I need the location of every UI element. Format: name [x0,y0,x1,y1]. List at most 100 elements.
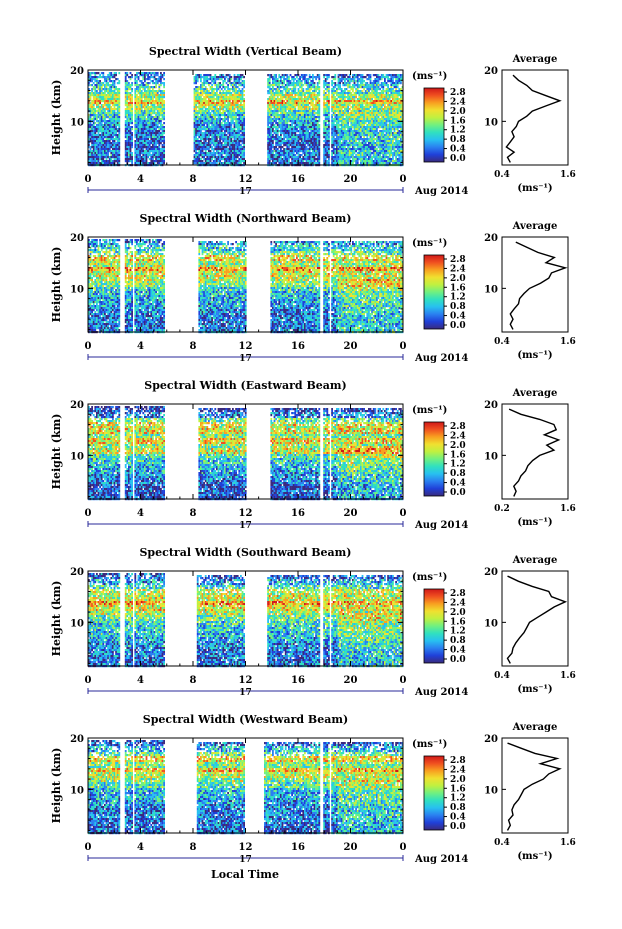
heatmap [88,239,403,333]
x-tick-label: 0 [400,174,407,185]
x-tick-label: 12 [239,174,253,185]
profile-x-tick-label: 0.4 [494,337,510,347]
x-tick-label: 16 [291,174,305,185]
y-axis-label: Height (km) [50,581,63,657]
day-label: 17 [239,688,252,698]
x-tick-label: 0 [400,842,407,853]
figure-canvas: Spectral Width (Vertical Beam) Height (km… [0,0,622,929]
colorbar [424,255,444,329]
x-tick-label: 8 [190,341,197,352]
profile-frame [502,738,568,833]
panel-3: Spectral Width (Eastward Beam)Height (km… [50,379,576,531]
profile-y-tick-label: 10 [484,451,498,462]
profile-title: Average [512,54,558,65]
colorbar [424,422,444,496]
date-label: Aug 2014 [414,186,468,197]
x-tick-label: 8 [190,174,197,185]
x-tick-label: 4 [137,341,144,352]
date-label: Aug 2014 [414,687,468,698]
x-tick-label: 4 [137,842,144,853]
profile-y-tick-label: 20 [484,567,498,578]
y-tick-label: 10 [70,284,84,295]
x-tick-label: 8 [190,675,197,686]
x-tick-label: 0 [400,508,407,519]
profile-y-tick-label: 20 [484,66,498,77]
day-label: 17 [239,187,252,197]
colorbar-tick-label: 0.0 [450,822,466,832]
x-tick-label: 0 [85,174,92,185]
x-tick-label: 12 [239,842,253,853]
profile-x-tick-label: 1.6 [560,671,576,681]
profile-title: Average [512,221,558,232]
profile-line [508,576,566,663]
y-tick-label: 10 [70,785,84,796]
y-tick-label: 20 [70,400,84,411]
colorbar [424,589,444,663]
x-tick-label: 20 [344,508,358,519]
x-tick-label: 12 [239,341,253,352]
x-tick-label: 0 [85,842,92,853]
y-axis-label: Height (km) [50,80,63,156]
date-label: Aug 2014 [414,353,468,364]
colorbar-unit: (ms⁻¹) [412,405,447,416]
y-tick-label: 20 [70,66,84,77]
heatmap [88,406,403,500]
heatmap [88,740,403,834]
profile-x-tick-label: 1.6 [560,337,576,347]
panel-title: Spectral Width (Vertical Beam) [149,45,342,58]
y-axis-label: Height (km) [50,247,63,323]
profile-title: Average [512,388,558,399]
profile-x-tick-label: 1.6 [560,838,576,848]
profile-line [510,242,565,329]
colorbar [424,756,444,830]
colorbar-unit: (ms⁻¹) [412,238,447,249]
colorbar-unit: (ms⁻¹) [412,739,447,750]
x-tick-label: 8 [190,842,197,853]
profile-line [506,75,559,162]
y-tick-label: 10 [70,618,84,629]
panel-2: Spectral Width (Northward Beam)Height (k… [50,212,576,364]
x-tick-label: 20 [344,341,358,352]
x-tick-label: 16 [291,508,305,519]
x-tick-label: 4 [137,675,144,686]
profile-y-tick-label: 10 [484,284,498,295]
x-tick-label: 16 [291,675,305,686]
x-tick-label: 0 [85,508,92,519]
x-tick-label: 0 [85,675,92,686]
profile-x-tick-label: 0.2 [494,504,510,514]
panel-5: Spectral Width (Westward Beam)Height (km… [50,713,576,865]
profile-title: Average [512,555,558,566]
profile-title: Average [512,722,558,733]
x-tick-label: 20 [344,842,358,853]
profile-x-label: (ms⁻¹) [517,517,552,528]
x-tick-label: 12 [239,508,253,519]
x-tick-label: 4 [137,508,144,519]
y-tick-label: 20 [70,233,84,244]
colorbar-unit: (ms⁻¹) [412,71,447,82]
x-axis-label: Local Time [211,868,279,881]
x-tick-label: 20 [344,174,358,185]
date-label: Aug 2014 [414,854,468,865]
profile-x-label: (ms⁻¹) [517,851,552,862]
y-axis-label: Height (km) [50,748,63,824]
profile-y-tick-label: 10 [484,117,498,128]
profile-y-tick-label: 10 [484,785,498,796]
profile-x-tick-label: 0.4 [494,170,510,180]
heatmap [88,72,403,166]
profile-x-label: (ms⁻¹) [517,350,552,361]
profile-line [509,409,558,496]
colorbar-tick-label: 0.0 [450,655,466,665]
y-tick-label: 20 [70,567,84,578]
profile-x-label: (ms⁻¹) [517,684,552,695]
colorbar-unit: (ms⁻¹) [412,572,447,583]
panel-1: Spectral Width (Vertical Beam) Height (km… [50,45,576,197]
x-tick-label: 0 [400,675,407,686]
day-label: 17 [239,354,252,364]
colorbar-tick-label: 0.0 [450,488,466,498]
day-label: 17 [239,855,252,865]
profile-y-tick-label: 10 [484,618,498,629]
x-tick-label: 0 [400,341,407,352]
y-axis-label: Height (km) [50,414,63,490]
day-label: 17 [239,521,252,531]
y-tick-label: 10 [70,451,84,462]
